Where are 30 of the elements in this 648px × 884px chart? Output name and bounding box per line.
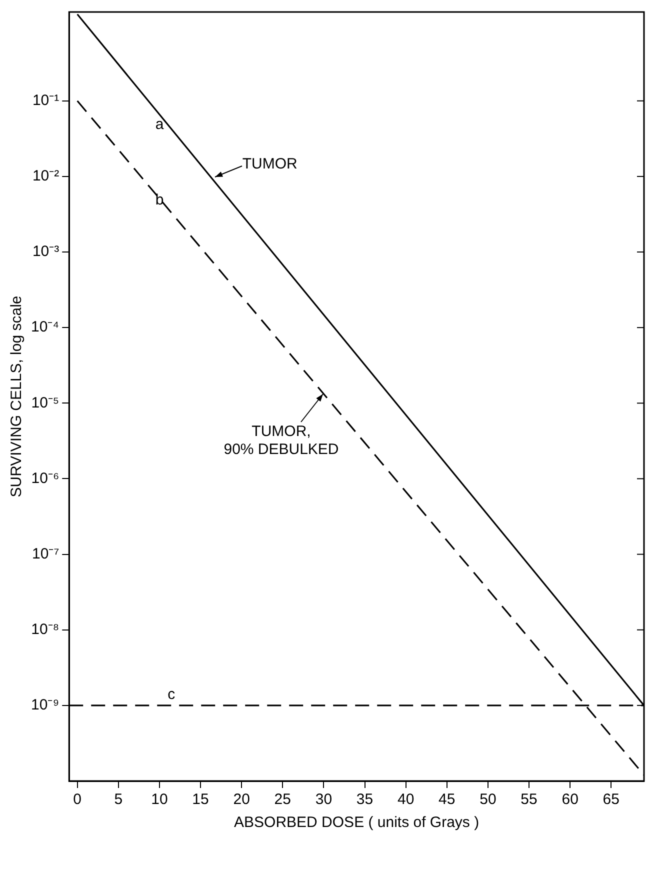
- x-tick-label: 35: [356, 791, 374, 808]
- y-tick-label: 10⁻⁶: [31, 470, 60, 487]
- y-tick-label: 10⁻⁴: [30, 318, 60, 336]
- y-tick-label: 10⁻¹: [32, 92, 60, 110]
- x-tick-label: 20: [233, 791, 250, 808]
- x-tick-label: 45: [438, 791, 456, 808]
- x-tick-label: 55: [520, 791, 538, 808]
- ref-line-label: c: [168, 686, 176, 704]
- x-tick-label: 40: [397, 791, 414, 808]
- x-tick-label: 15: [192, 791, 209, 808]
- x-tick-label: 10: [151, 791, 168, 808]
- x-tick-label: 65: [602, 791, 620, 808]
- annotation: TUMOR, 90% DEBULKED: [224, 422, 339, 458]
- annotation: a: [155, 116, 164, 134]
- x-tick-label: 60: [562, 791, 578, 808]
- annotation: b: [155, 192, 164, 209]
- y-tick-label: 10⁻²: [32, 168, 60, 185]
- x-tick-label: 30: [315, 791, 332, 808]
- x-tick-label: 0: [73, 791, 82, 808]
- y-tick-label: 10⁻⁵: [31, 394, 60, 412]
- x-tick-label: 5: [114, 791, 123, 808]
- annotation: TUMOR: [242, 156, 298, 173]
- x-tick-label: 25: [274, 791, 291, 808]
- y-tick-label: 10⁻⁷: [32, 545, 60, 562]
- y-tick-label: 10⁻⁹: [31, 696, 60, 714]
- x-tick-label: 50: [480, 791, 496, 808]
- y-axis-title: SURVIVING CELLS, log scale: [8, 296, 26, 498]
- x-axis-title: ABSORBED DOSE ( units of Grays ): [234, 814, 480, 832]
- y-tick-label: 10⁻³: [32, 243, 60, 260]
- y-tick-label: 10⁻⁸: [31, 621, 60, 638]
